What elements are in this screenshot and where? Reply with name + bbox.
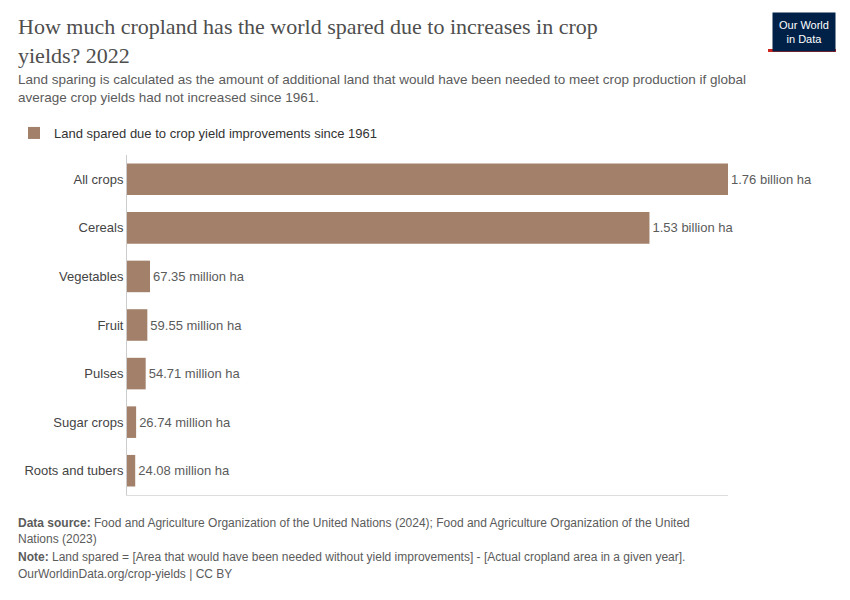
svg-text:Land sparing is calculated as: Land sparing is calculated as the amount… — [18, 72, 746, 105]
svg-text:Our Worldin Data: Our Worldin Data — [779, 19, 829, 45]
svg-text:Roots and tubers: Roots and tubers — [24, 463, 124, 478]
svg-text:Pulses: Pulses — [84, 366, 124, 381]
svg-text:Data source: Food and Agricult: Data source: Food and Agriculture Organi… — [18, 516, 690, 546]
svg-text:67.35 million ha: 67.35 million ha — [153, 269, 245, 284]
svg-text:All crops: All crops — [74, 172, 124, 187]
svg-text:Sugar crops: Sugar crops — [53, 415, 124, 430]
svg-text:1.76 billion ha: 1.76 billion ha — [731, 172, 812, 187]
svg-text:54.71 million ha: 54.71 million ha — [149, 366, 241, 381]
svg-text:How much cropland has the worl: How much cropland has the world spared d… — [18, 14, 598, 68]
svg-text:24.08 million ha: 24.08 million ha — [138, 463, 230, 478]
svg-text:Land spared due to crop yield: Land spared due to crop yield improvemen… — [54, 126, 377, 141]
svg-text:1.53 billion ha: 1.53 billion ha — [652, 220, 733, 235]
svg-text:OurWorldinData.org/crop-yields: OurWorldinData.org/crop-yields | CC BY — [18, 567, 232, 581]
svg-text:Fruit: Fruit — [97, 318, 123, 333]
svg-text:Vegetables: Vegetables — [59, 269, 124, 284]
svg-text:59.55 million ha: 59.55 million ha — [150, 318, 242, 333]
svg-text:Cereals: Cereals — [79, 220, 124, 235]
svg-text:Note: Land spared = [Area that: Note: Land spared = [Area that would hav… — [18, 550, 685, 564]
svg-text:26.74 million ha: 26.74 million ha — [139, 415, 231, 430]
